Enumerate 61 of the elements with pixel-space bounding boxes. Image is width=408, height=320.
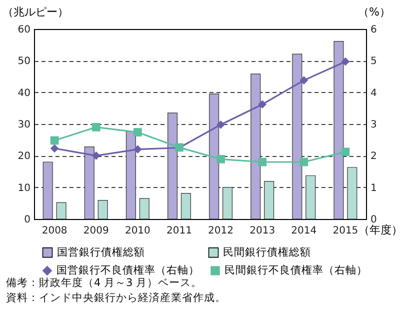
y-tick-label: 10 <box>18 182 30 194</box>
point <box>92 151 100 160</box>
y2-tick-label: 3 <box>370 120 377 130</box>
x-tick-label: 2008 <box>42 226 68 236</box>
y2-tick-label: 0 <box>370 214 377 226</box>
point <box>300 158 308 166</box>
bar <box>222 187 233 220</box>
point <box>50 136 59 145</box>
bar <box>250 74 261 220</box>
x-axis-title: （年度） <box>358 224 402 236</box>
bar <box>292 54 302 220</box>
x-tick-label: 2013 <box>250 226 276 236</box>
bar <box>139 198 150 220</box>
point <box>300 76 308 84</box>
point <box>258 158 267 166</box>
legend-label: 民間銀行債権総額 <box>223 246 311 259</box>
y-tick-label: 0 <box>24 214 30 226</box>
x-tick-label: 2009 <box>83 226 109 236</box>
y-tick-label: 20 <box>18 151 30 162</box>
y2-tick-label: 2 <box>370 151 377 162</box>
bar <box>126 130 136 220</box>
text: 備考：財政年度（4 月～3 月）ベース。 <box>6 276 204 291</box>
point <box>341 57 350 66</box>
y2-axis-title: （%） <box>358 6 390 18</box>
bar <box>334 41 344 220</box>
y-tick-label: 30 <box>18 120 30 130</box>
point <box>341 148 350 156</box>
bar <box>180 193 191 220</box>
y2-tick-label: 5 <box>370 56 377 68</box>
bar <box>56 202 66 220</box>
y-tick-label: 50 <box>18 56 30 68</box>
y-tick-label: 60 <box>18 24 30 36</box>
point <box>133 145 142 154</box>
bar <box>84 146 94 220</box>
point <box>50 144 59 153</box>
bar <box>347 167 358 220</box>
bar <box>167 112 178 220</box>
x-tick-label: 2010 <box>124 226 150 236</box>
legend-label: 国営銀行債権総額 <box>57 246 145 259</box>
bar <box>306 175 316 220</box>
point <box>258 100 267 109</box>
legend-label: 国営銀行不良債権率（右軸） <box>56 264 200 277</box>
bar <box>42 162 53 220</box>
x-tick-label: 2011 <box>166 226 192 236</box>
point <box>133 128 142 136</box>
y2-tick-label: 4 <box>370 88 377 99</box>
bar <box>264 181 274 220</box>
x-tick-label: 2014 <box>291 226 317 236</box>
point <box>216 154 225 164</box>
y2-tick-label: 1 <box>370 182 377 194</box>
text: 資料：インド中央銀行から経済産業省作成。 <box>6 291 226 306</box>
bar <box>98 200 108 220</box>
legend-label: 民間銀行不良債権率（右軸） <box>224 264 368 277</box>
y2-tick-label: 6 <box>370 24 377 36</box>
point <box>216 120 225 129</box>
x-tick-label: 2012 <box>208 226 234 236</box>
point <box>92 122 100 132</box>
bar <box>209 94 220 220</box>
y-axis-title: （兆ルピー） <box>2 6 68 18</box>
y-tick-label: 40 <box>18 88 30 99</box>
x-tick-label: 2015 <box>332 226 358 236</box>
